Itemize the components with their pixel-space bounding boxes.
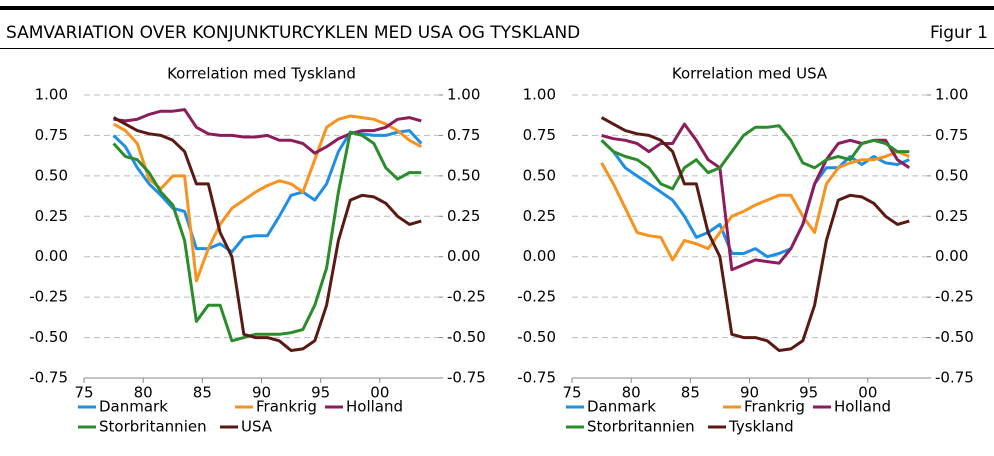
series-line	[600, 116, 910, 352]
y-tick-label: 0.00	[35, 247, 68, 265]
legend-label: Danmark	[99, 398, 168, 416]
y-tick-label: -0.75	[29, 369, 68, 387]
legend-label: Holland	[834, 398, 891, 416]
x-tick-label: 85	[681, 384, 700, 402]
y-tick-label: -0.25	[517, 288, 556, 306]
y-tick-label: 0.00	[523, 247, 556, 265]
legend-label: Storbritannien	[99, 418, 207, 436]
x-tick-label: 80	[134, 384, 153, 402]
y-tick-label: 0.25	[523, 207, 556, 225]
y2-tick-label: 0.75	[935, 126, 968, 144]
series-line	[112, 114, 423, 283]
series-line	[600, 150, 910, 262]
y2-tick-label: 0.25	[935, 207, 968, 225]
y-tick-label: 0.25	[35, 207, 68, 225]
chart-title: Korrelation med Tyskland	[167, 65, 356, 83]
y2-tick-label: 1.00	[935, 86, 968, 104]
legend-label: Frankrig	[256, 398, 317, 416]
legend-label: Frankrig	[744, 398, 805, 416]
y-tick-label: -0.25	[29, 288, 68, 306]
y-tick-label: 1.00	[35, 86, 68, 104]
x-tick-label: 90	[740, 384, 759, 402]
legend-label: Danmark	[587, 398, 656, 416]
y-tick-label: -0.50	[517, 328, 556, 346]
series-line	[112, 130, 422, 343]
series-line	[112, 129, 423, 254]
x-tick-label: 75	[74, 384, 93, 402]
y2-tick-label: 0.25	[447, 207, 480, 225]
y2-tick-label: 1.00	[447, 86, 480, 104]
y-tick-label: -0.75	[517, 369, 556, 387]
y2-tick-label: 0.50	[935, 166, 968, 184]
y-tick-label: 0.50	[523, 166, 556, 184]
x-tick-label: 80	[622, 384, 641, 402]
y2-tick-label: -0.25	[935, 288, 974, 306]
figure-title: SAMVARIATION OVER KONJUNKTURCYKLEN MED U…	[6, 23, 580, 43]
legend-label: Storbritannien	[587, 418, 695, 436]
y2-tick-label: -0.50	[447, 328, 486, 346]
figure-label: Figur 1	[930, 23, 988, 43]
x-tick-label: 75	[562, 384, 581, 402]
legend-label: Holland	[346, 398, 403, 416]
series-line	[601, 122, 911, 272]
x-tick-label: 95	[311, 384, 330, 402]
legend-label: Tyskland	[728, 418, 794, 436]
title-rule	[0, 48, 994, 49]
y2-tick-label: -0.25	[447, 288, 486, 306]
y2-tick-label: 0.00	[935, 247, 968, 265]
y2-tick-label: 0.00	[447, 247, 480, 265]
x-tick-label: 90	[252, 384, 271, 402]
series-line	[600, 124, 910, 191]
y2-tick-label: -0.75	[447, 369, 486, 387]
legend-label: USA	[241, 418, 273, 436]
y-tick-label: -0.50	[29, 328, 68, 346]
y-tick-label: 0.50	[35, 166, 68, 184]
y2-tick-label: 0.75	[447, 126, 480, 144]
y-tick-label: 1.00	[523, 86, 556, 104]
series-line	[112, 116, 422, 352]
y2-tick-label: -0.50	[935, 328, 974, 346]
x-tick-label: 95	[799, 384, 818, 402]
y2-tick-label: 0.50	[447, 166, 480, 184]
x-tick-label: 00	[370, 384, 389, 402]
x-tick-label: 85	[193, 384, 212, 402]
x-tick-label: 00	[858, 384, 877, 402]
y2-tick-label: -0.75	[935, 369, 974, 387]
chart-title: Korrelation med USA	[672, 65, 828, 83]
y-tick-label: 0.75	[523, 126, 556, 144]
top-rule	[0, 6, 994, 10]
series-line	[113, 108, 422, 155]
y-tick-label: 0.75	[35, 126, 68, 144]
